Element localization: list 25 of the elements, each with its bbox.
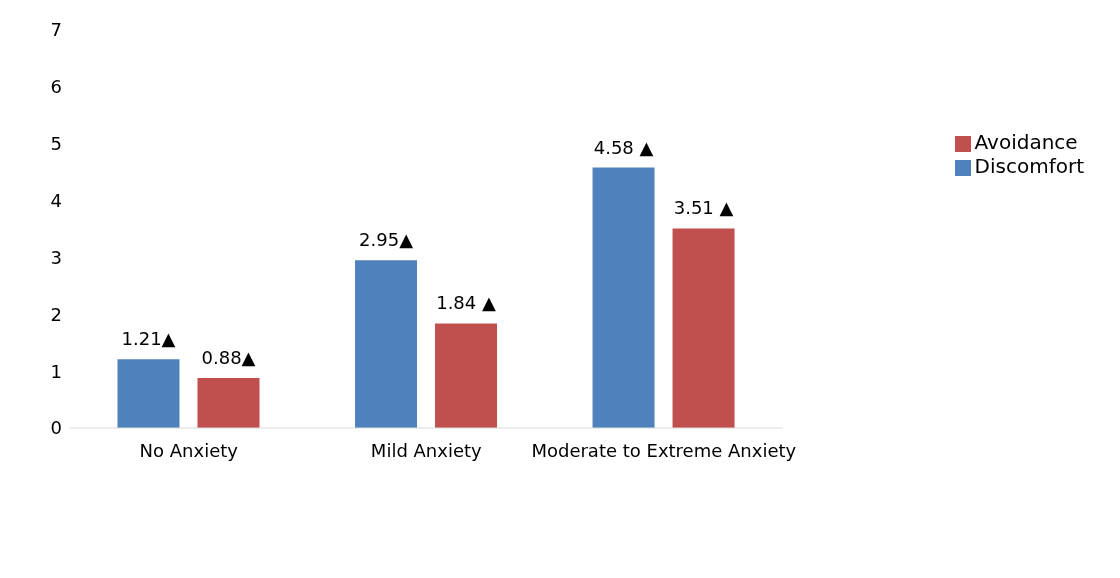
x-tick-label: Mild Anxiety <box>370 439 483 461</box>
data-label: 4.58 ▲ <box>593 136 654 158</box>
y-tick-label: 7 <box>50 19 62 41</box>
bar <box>355 260 418 428</box>
bar <box>672 228 735 428</box>
x-tick-label: Moderate to Extreme Anxiety <box>531 439 797 461</box>
y-tick-label: 1 <box>50 360 62 382</box>
data-label: 1.84 ▲ <box>436 292 496 314</box>
legend-label: Avoidance <box>974 130 1078 154</box>
y-tick-label: 5 <box>50 133 62 155</box>
y-tick-label: 2 <box>50 303 62 325</box>
y-tick-label: 3 <box>50 246 62 268</box>
bar <box>435 323 498 428</box>
x-tick-label: No Anxiety <box>139 439 239 461</box>
data-label: 1.21▲ <box>121 328 176 350</box>
y-tick-label: 0 <box>50 417 62 439</box>
bar <box>197 377 260 428</box>
data-label: 0.88▲ <box>201 346 256 368</box>
data-label: 3.51 ▲ <box>673 197 734 219</box>
y-tick-label: 4 <box>50 189 62 211</box>
y-tick-label: 6 <box>50 76 62 98</box>
legend-label: Discomfort <box>974 154 1084 178</box>
bar <box>592 167 655 428</box>
bar <box>117 359 180 428</box>
data-label: 2.95▲ <box>359 229 414 251</box>
